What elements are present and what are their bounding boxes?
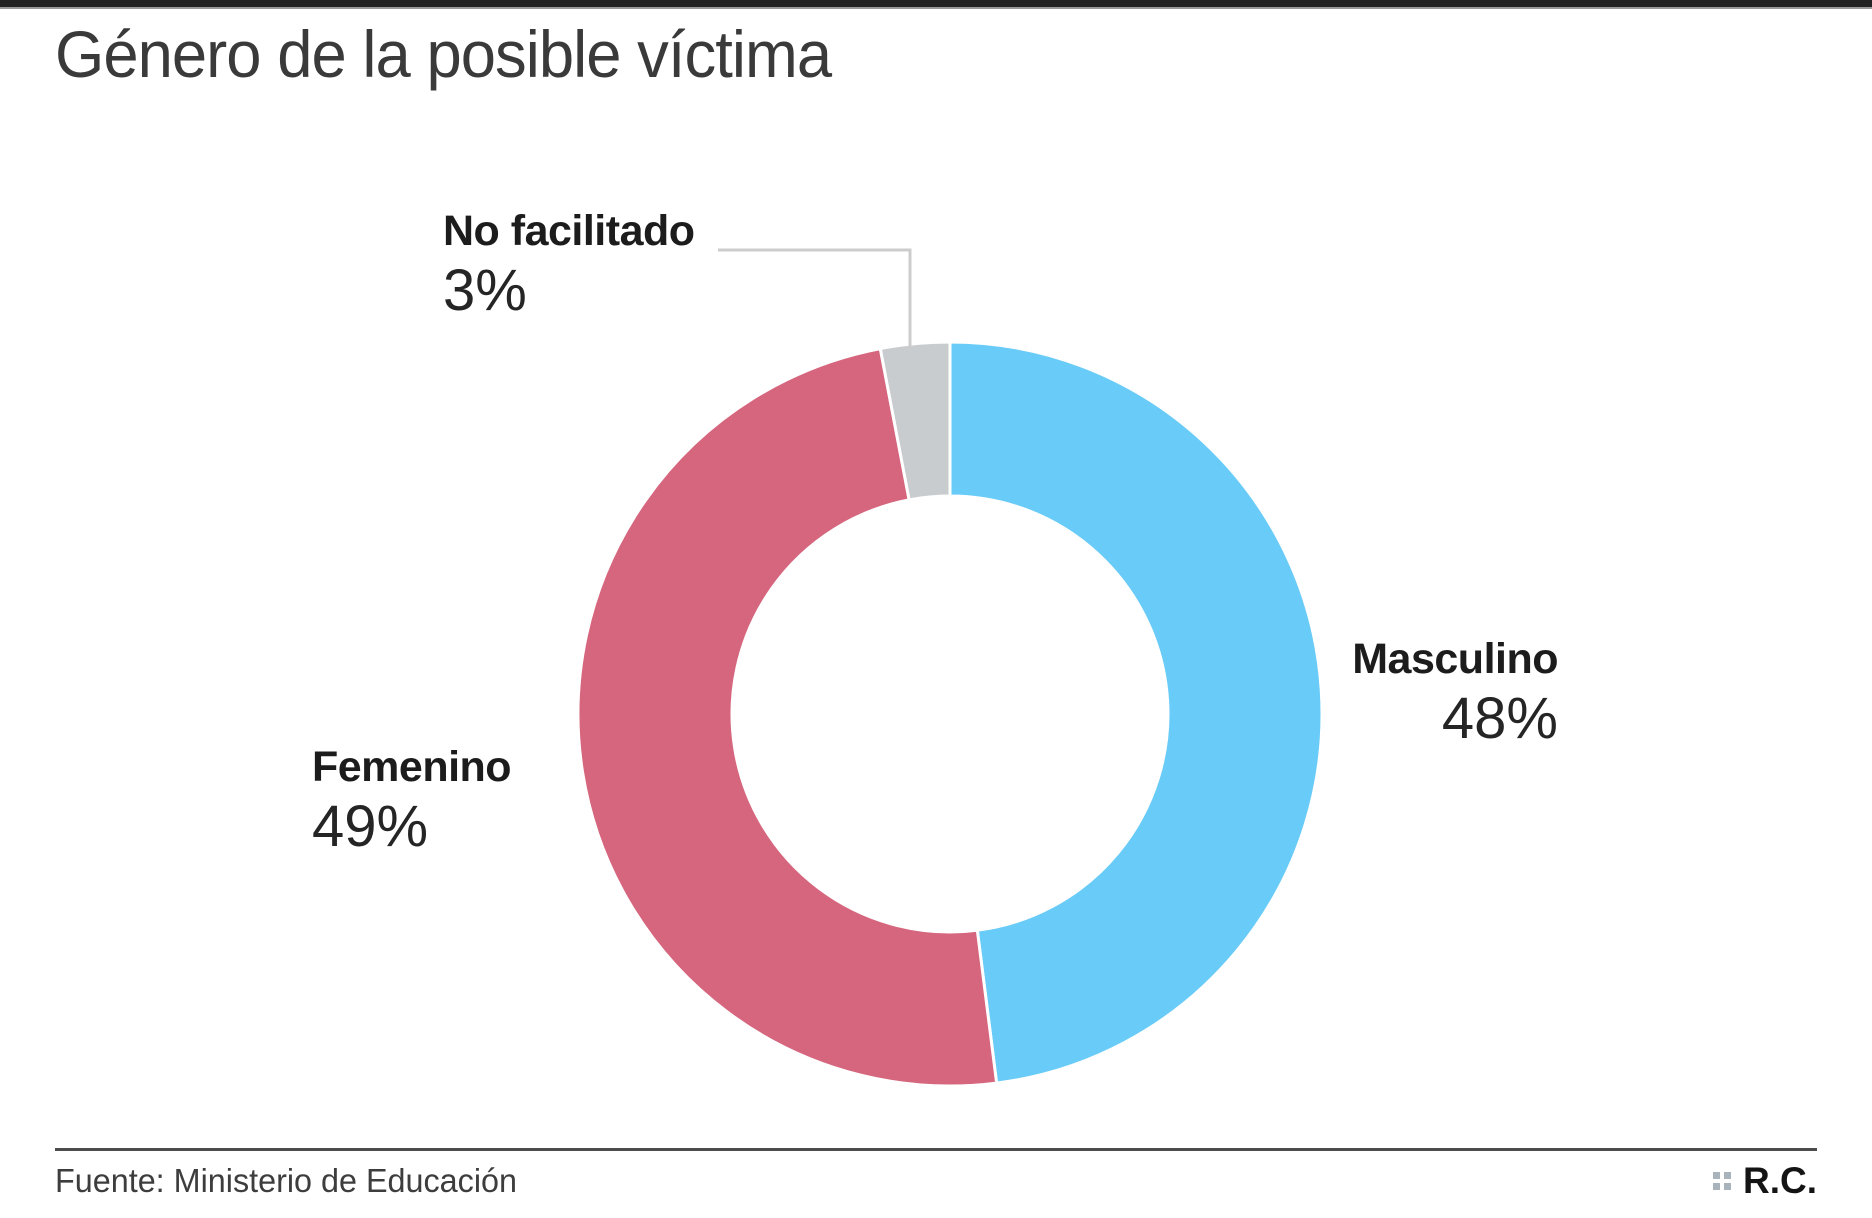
label-masculino: Masculino 48%	[1352, 636, 1558, 751]
donut-slices	[576, 340, 1324, 1088]
slice-no-facilitado	[878, 340, 952, 502]
footer-divider	[55, 1148, 1817, 1151]
leader-line-no-facilitado	[718, 248, 912, 347]
label-femenino-name: Femenino	[312, 743, 512, 791]
label-no-facilitado-name: No facilitado	[443, 207, 695, 255]
logo-squares-icon	[1713, 1172, 1731, 1190]
slice-masculino	[948, 340, 1324, 1085]
label-masculino-name: Masculino	[1352, 635, 1558, 683]
logo-text: R.C.	[1743, 1160, 1817, 1201]
brand-logo: R.C.	[1713, 1160, 1817, 1202]
label-femenino: Femenino 49%	[312, 743, 512, 860]
label-masculino-value: 48%	[1441, 686, 1558, 752]
label-no-facilitado: No facilitado 3%	[443, 208, 695, 323]
slice-femenino	[576, 346, 999, 1088]
chart-title: Género de la posible víctima	[55, 17, 832, 91]
label-femenino-value: 49%	[312, 794, 429, 860]
label-no-facilitado-value: 3%	[443, 258, 527, 324]
source-text: Fuente: Ministerio de Educación	[55, 1162, 518, 1199]
top-accent-bar	[0, 0, 1872, 9]
